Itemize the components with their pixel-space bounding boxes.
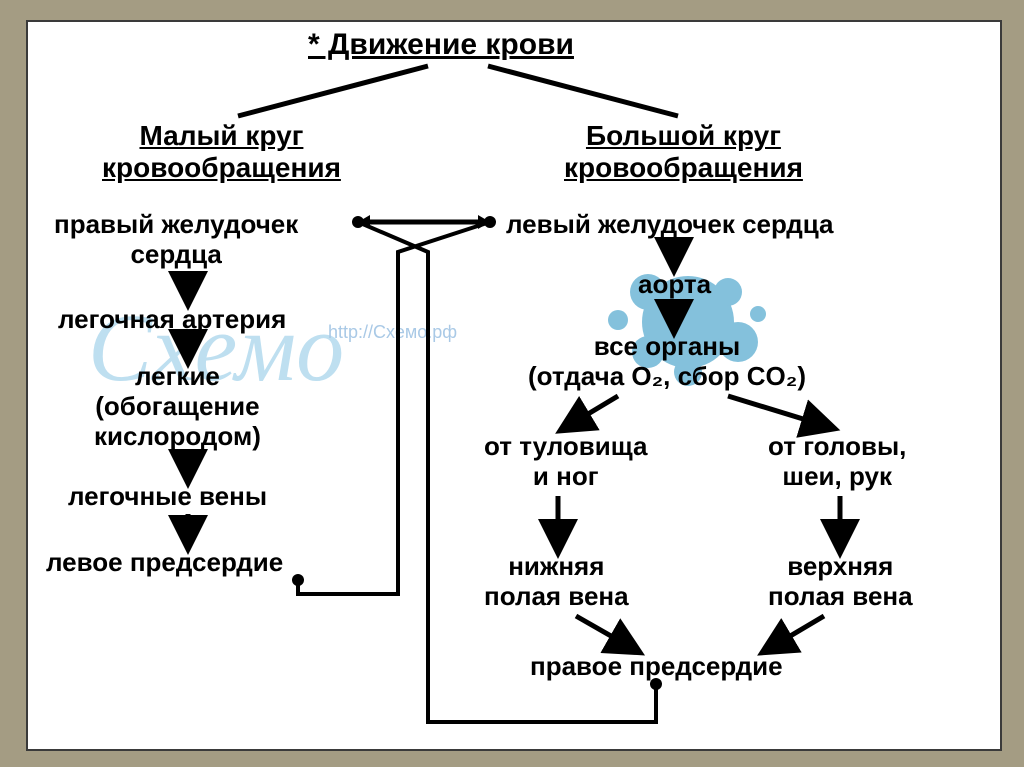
- node-r2: аорта: [638, 270, 711, 300]
- node-l5: левое предсердие: [46, 548, 283, 578]
- edge-cross: [358, 215, 490, 229]
- edge-title-left: [238, 66, 428, 116]
- node-r1: левый желудочек сердца: [506, 210, 834, 240]
- node-l3: легкие (обогащение кислородом): [94, 362, 261, 452]
- node-l1: правый желудочек сердца: [54, 210, 298, 270]
- node-r5b: верхняя полая вена: [768, 552, 913, 612]
- heading-large-circle: Большой круг кровообращения: [564, 120, 803, 184]
- edge-r3-r4a: [568, 396, 618, 426]
- node-l4: легочные вены: [68, 482, 267, 512]
- node-r3: все органы (отдача O₂, сбор CO₂): [528, 332, 806, 392]
- edge-r5b-r6: [770, 616, 824, 648]
- node-r4b: от головы, шеи, рук: [768, 432, 906, 492]
- edge-r3-r4b: [728, 396, 826, 426]
- heading-small-circle: Малый круг кровообращения: [102, 120, 341, 184]
- edge-title-right: [488, 66, 678, 116]
- watermark-link: http://Схемо.рф: [328, 322, 457, 343]
- title: * Движение крови: [308, 28, 574, 63]
- node-r4a: от туловища и ног: [484, 432, 647, 492]
- edge-r5a-r6: [576, 616, 632, 648]
- node-r5a: нижняя полая вена: [484, 552, 629, 612]
- diagram-frame: Cхемо http://Схемо.рф: [26, 20, 1002, 751]
- connector-left-atrium-loop: [292, 216, 496, 594]
- node-l2: легочная артерия: [58, 305, 286, 335]
- node-r6: правое предсердие: [530, 652, 783, 682]
